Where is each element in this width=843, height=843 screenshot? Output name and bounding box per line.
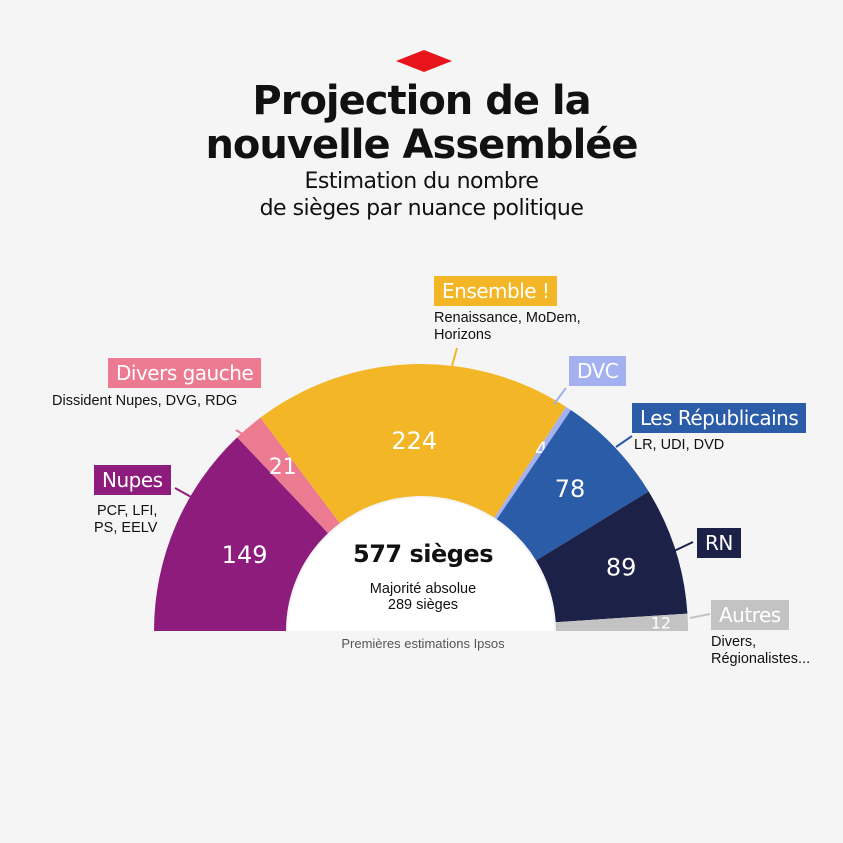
seat-segment-0 xyxy=(154,437,329,631)
leader-line-5 xyxy=(673,541,694,552)
seat-value-label-5: 89 xyxy=(606,553,637,581)
party-sublabel-line: Divers, xyxy=(711,634,757,650)
seat-segment-6 xyxy=(555,613,688,631)
seat-value-label-6: 12 xyxy=(651,614,671,633)
party-label-dvc: DVC xyxy=(569,356,627,386)
party-label-divers-gauche: Divers gauche xyxy=(108,358,262,388)
party-sublabel-0: PCF, LFI, PS, EELV xyxy=(94,503,157,537)
party-label-nupes: Nupes xyxy=(94,465,171,495)
seat-value-label-0: 149 xyxy=(222,541,268,569)
page-subtitle-line2: de sièges par nuance politique xyxy=(259,196,584,221)
leader-line-2 xyxy=(451,347,458,367)
party-sublabel-line: PCF, LFI, xyxy=(96,503,158,519)
seat-value-label-4: 78 xyxy=(555,475,586,503)
page-title-line2: nouvelle Assemblée xyxy=(205,122,638,168)
party-sublabel-line: Dissident Nupes, DVG, RDG xyxy=(52,393,238,409)
total-seats: 577 sièges xyxy=(353,540,493,568)
leader-line-3 xyxy=(553,387,567,405)
majority-label: Majorité absolue xyxy=(369,581,477,597)
party-sublabel-4: LR, UDI, DVD xyxy=(634,437,724,454)
source-note: Premières estimations Ipsos xyxy=(341,636,505,651)
seat-value-label-2: 224 xyxy=(391,427,437,455)
party-sublabel-line: Régionalistes... xyxy=(711,651,811,667)
party-sublabel-1: Dissident Nupes, DVG, RDG xyxy=(52,393,237,410)
party-sublabel-2: Renaissance, MoDem, Horizons xyxy=(434,310,581,344)
seat-segment-2 xyxy=(260,364,567,524)
leader-line-0 xyxy=(174,487,194,499)
page-title: Projection de la xyxy=(252,78,591,124)
party-sublabel-line: LR, UDI, DVD xyxy=(634,437,725,453)
seat-segment-5 xyxy=(536,491,688,623)
party-label-autres: Autres xyxy=(711,600,789,630)
seat-segment-4 xyxy=(496,410,649,561)
party-sublabel-line: PS, EELV xyxy=(94,520,158,536)
seat-segment-3 xyxy=(494,406,571,520)
party-label-ensemble: Ensemble ! xyxy=(434,276,558,306)
page-subtitle: Estimation du nombre xyxy=(304,169,539,194)
brand-logo-icon xyxy=(396,50,452,72)
party-label-rn: RN xyxy=(697,528,741,558)
leader-line-1 xyxy=(235,429,253,441)
leader-line-6 xyxy=(689,613,711,619)
hemicycle-center xyxy=(288,498,554,631)
party-sublabel-line: Horizons xyxy=(434,327,492,343)
party-sublabel-6: Divers, Régionalistes... xyxy=(711,634,810,668)
party-sublabel-line: Renaissance, MoDem, xyxy=(434,310,581,326)
party-label-les-r-publicains: Les Républicains xyxy=(632,403,807,433)
majority-note: Majorité absolue 289 sièges xyxy=(313,581,533,613)
leader-line-4 xyxy=(615,435,633,448)
majority-value: 289 sièges xyxy=(387,597,459,613)
seat-segment-1 xyxy=(237,417,340,534)
